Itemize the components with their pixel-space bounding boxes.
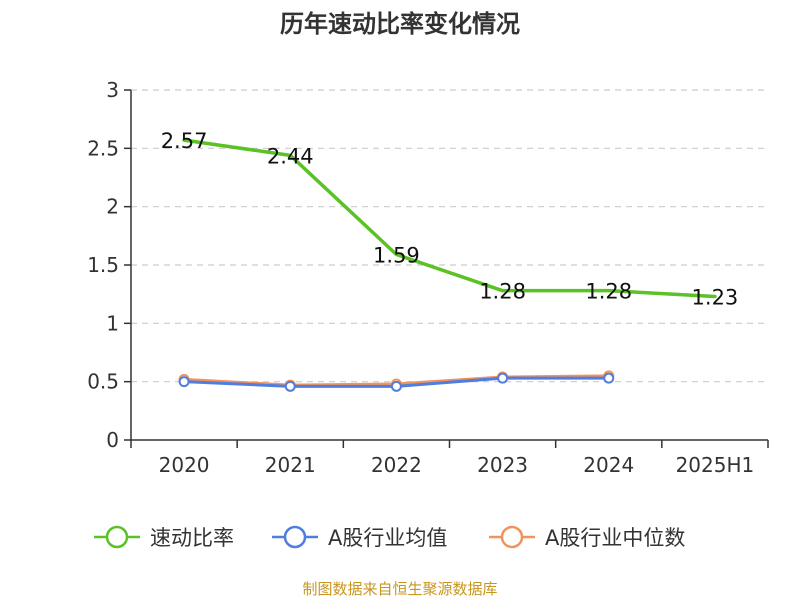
data-label-0: 2.57 [161, 129, 208, 153]
data-label-3: 1.28 [479, 280, 526, 304]
legend-label-1: A股行业均值 [328, 526, 447, 550]
legend-marker-0 [105, 525, 129, 549]
legend-item-0[interactable]: 速动比率 [94, 525, 234, 550]
y-tick-label-2: 1 [106, 311, 119, 335]
legend-item-2[interactable]: A股行业中位数 [489, 525, 685, 550]
y-tick-label-6: 3 [106, 78, 119, 102]
y-tick-label-5: 2.5 [87, 136, 119, 160]
axes: 0 0.5 1 1.5 2 2.5 3 2020 2021 2022 2023 2024 2025H1 [87, 78, 769, 477]
series-1-point-0 [178, 376, 190, 388]
legend-item-1[interactable]: A股行业均值 [272, 525, 447, 550]
series-line-0 [182, 138, 717, 299]
y-tick-label-1: 0.5 [87, 370, 119, 394]
x-tick-label-2025H1: 2025H1 [676, 453, 755, 477]
legend-label-2: A股行业中位数 [545, 526, 685, 550]
legend[interactable]: 速动比率 A股行业均值 A股行业中位数 [94, 525, 685, 550]
series-layer [178, 138, 717, 392]
x-tick-label-2024: 2024 [583, 453, 634, 477]
x-tick-label-2022: 2022 [371, 453, 422, 477]
series-1-point-1 [284, 380, 296, 392]
legend-label-0: 速动比率 [150, 526, 234, 550]
legend-marker-1 [283, 525, 307, 549]
x-tick-label-2021: 2021 [265, 453, 316, 477]
y-tick-label-4: 2 [106, 195, 119, 219]
data-label-5: 1.23 [692, 286, 739, 310]
series-1-point-3 [497, 372, 509, 384]
legend-marker-2 [500, 525, 524, 549]
data-label-4: 1.28 [585, 280, 632, 304]
data-label-1: 2.44 [267, 144, 314, 168]
y-tick-label-3: 1.5 [87, 253, 119, 277]
data-label-2: 1.59 [373, 244, 420, 268]
data-labels: 2.57 2.44 1.59 1.28 1.28 1.23 [161, 129, 739, 309]
series-1-point-2 [390, 380, 402, 392]
y-tick-label-0: 0 [106, 428, 119, 452]
series-1-point-4 [603, 372, 615, 384]
grid-lines [131, 89, 768, 383]
source-note: 制图数据来自恒生聚源数据库 [302, 580, 497, 598]
x-tick-label-2023: 2023 [477, 453, 528, 477]
x-tick-label-2020: 2020 [159, 453, 210, 477]
chart-title: 历年速动比率变化情况 [280, 10, 520, 38]
